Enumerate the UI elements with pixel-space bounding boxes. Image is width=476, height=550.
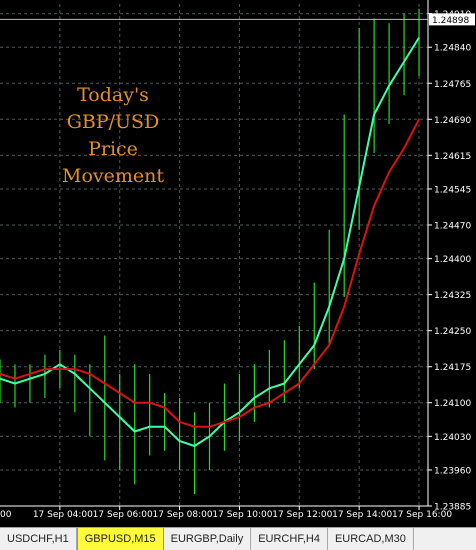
y-tick-label: 1.24765 (434, 80, 471, 90)
y-tick-label: 1.24250 (434, 327, 471, 337)
current-price-label: 1.24898 (432, 16, 469, 26)
x-tick-label: 17 Sep 12:00 (272, 510, 332, 520)
x-tick-label: 17 Sep 16:00 (392, 510, 452, 520)
y-tick-label: 1.24840 (434, 44, 471, 54)
ma-line (0, 37, 420, 447)
x-tick-label: 00 (0, 510, 12, 520)
current-price-box (429, 13, 475, 26)
y-tick-label: 1.24545 (434, 185, 471, 195)
tab-usdchf-h1[interactable]: USDCHF,H1 (0, 528, 77, 550)
caption-line: GBP/USD (66, 111, 160, 133)
chart-caption: Today's GBP/USD Price Movement (48, 82, 178, 190)
y-tick-label: 1.23960 (434, 466, 471, 476)
x-tick-label: 17 Sep 08:00 (153, 510, 213, 520)
tab-eurchf-h4[interactable]: EURCHF,H4 (251, 528, 328, 550)
x-tick-label: 17 Sep 06:00 (93, 510, 153, 520)
current-price-line: 1.24898 (0, 13, 475, 26)
ma-line (0, 118, 420, 428)
chart-grid (0, 4, 428, 507)
price-chart[interactable]: 1.24898 1.249101.248401.247651.246901.24… (0, 0, 476, 527)
y-tick-label: 1.24470 (434, 221, 471, 231)
y-tick-label: 1.24030 (434, 433, 471, 443)
y-tick-label: 1.24690 (434, 116, 471, 126)
y-tick-label: 1.24100 (434, 399, 471, 409)
y-tick-label: 1.23885 (434, 503, 471, 513)
caption-line: Price (88, 138, 138, 160)
time-axis: 17 Sep 04:00 17 Sep 06:00 17 Sep 08:00 17 S… (0, 505, 452, 520)
x-tick-label: 17 Sep 14:00 (332, 510, 392, 520)
moving-averages (0, 37, 420, 447)
caption-line: Movement (61, 165, 164, 187)
caption-line: Today's (77, 84, 149, 106)
tab-eurcad-m30[interactable]: EURCAD,M30 (328, 528, 414, 550)
x-tick-label: 17 Sep 04:00 (33, 510, 93, 520)
y-tick-label: 1.24325 (434, 291, 471, 301)
price-bars (0, 8, 420, 494)
y-tick-label: 1.24400 (434, 255, 471, 265)
y-tick-label: 1.24910 (434, 10, 471, 20)
tab-eurgbp-daily[interactable]: EURGBP,Daily (164, 528, 252, 550)
y-tick-label: 1.24175 (434, 363, 471, 373)
price-axis: 1.24910 1.24840 1.24765 1.24690 1.24615 1.245… (427, 0, 471, 513)
tab-gbpusd-m15[interactable]: GBPUSD,M15 (76, 528, 164, 550)
chart-tabs-bar: USDCHF,H1 GBPUSD,M15 EURGBP,Daily EURCHF… (0, 527, 476, 550)
x-tick-label: 17 Sep 10:00 (212, 510, 272, 520)
y-tick-label: 1.24615 (434, 152, 471, 162)
